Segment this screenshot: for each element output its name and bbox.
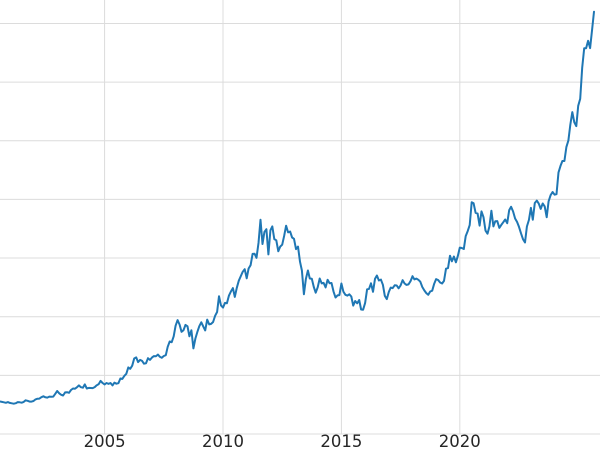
x-tick-label-2010: 2010 xyxy=(202,432,244,450)
x-tick-label-2005: 2005 xyxy=(84,432,126,450)
x-axis-tick-labels: 2005 2010 2015 2020 xyxy=(84,432,481,450)
x-tick-label-2020: 2020 xyxy=(439,432,481,450)
price-line-series xyxy=(0,10,595,405)
gridlines xyxy=(0,0,600,435)
x-tick-label-2015: 2015 xyxy=(320,432,362,450)
